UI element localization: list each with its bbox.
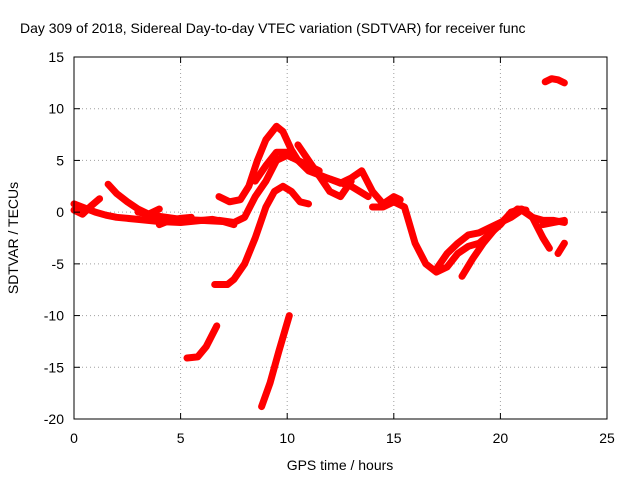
x-tick-label: 10 bbox=[279, 430, 295, 446]
x-tick-label: 20 bbox=[493, 430, 509, 446]
y-tick-label: -10 bbox=[44, 308, 64, 324]
grid bbox=[74, 57, 607, 419]
series-group bbox=[70, 75, 568, 411]
series-arc-19 bbox=[541, 75, 568, 87]
x-axis-label: GPS time / hours bbox=[287, 457, 394, 473]
series-arc-12 bbox=[294, 141, 355, 201]
plot-frame bbox=[73, 56, 608, 420]
x-tick-label: 5 bbox=[177, 430, 185, 446]
y-tick-label: -15 bbox=[44, 359, 64, 375]
y-axis-label: SDTVAR / TECUs bbox=[5, 182, 21, 294]
series-arc-9 bbox=[215, 122, 302, 206]
series-arc-5 bbox=[155, 213, 195, 229]
x-tick-label: 0 bbox=[70, 430, 78, 446]
series-arc-6 bbox=[183, 322, 221, 362]
x-tick-label: 25 bbox=[599, 430, 615, 446]
y-tick-label: 10 bbox=[48, 101, 64, 117]
y-tick-label: 5 bbox=[56, 152, 64, 168]
series-arc-7 bbox=[211, 182, 312, 288]
x-tick-label: 15 bbox=[386, 430, 402, 446]
y-tick-label: -20 bbox=[44, 411, 64, 427]
chart-title: Day 309 of 2018, Sidereal Day-to-day VTE… bbox=[20, 20, 526, 36]
series-arc-17 bbox=[539, 216, 568, 229]
series-arc-10 bbox=[258, 312, 293, 411]
series-arc-16 bbox=[458, 205, 530, 280]
y-tick-label: -5 bbox=[52, 256, 65, 272]
ticks: 0 5 10 15 20 25 -20 -15 -10 -5 0 5 10 15 bbox=[44, 49, 615, 446]
series-arc-13 bbox=[315, 167, 404, 208]
series-arc-3 bbox=[104, 180, 163, 218]
y-tick-label: 15 bbox=[48, 49, 64, 65]
series-arc-18 bbox=[554, 239, 568, 257]
y-tick-label: 0 bbox=[56, 204, 64, 220]
